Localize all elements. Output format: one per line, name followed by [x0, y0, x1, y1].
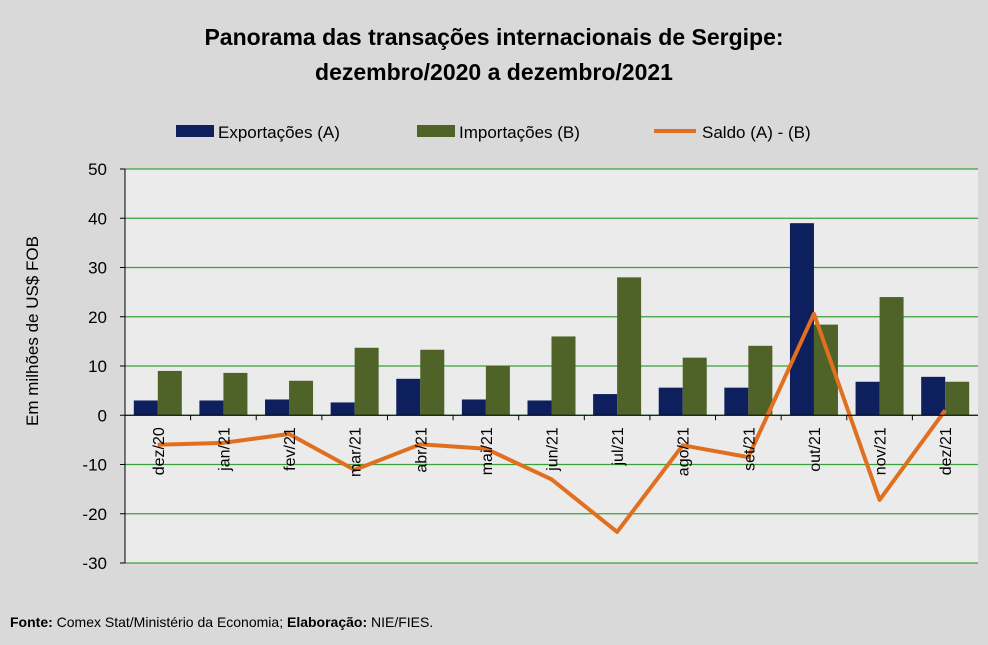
- bar-importacoes: [879, 297, 904, 416]
- bar-importacoes: [748, 345, 773, 416]
- line-saldo: [157, 311, 947, 534]
- y-tick-label: 50: [88, 160, 107, 179]
- legend-label: Exportações (A): [218, 123, 340, 142]
- bar-importacoes: [354, 347, 379, 416]
- bar-exportacoes: [593, 394, 618, 416]
- x-tick-label: jun/21: [545, 427, 562, 472]
- x-tick-label: jul/21: [610, 427, 627, 466]
- x-tick-label: set/21: [741, 427, 758, 471]
- y-tick-label: 30: [88, 259, 107, 278]
- bar-importacoes: [682, 357, 707, 416]
- bar-importacoes: [420, 349, 445, 416]
- bar-exportacoes: [724, 387, 749, 416]
- x-tick-label: dez/20: [151, 427, 168, 475]
- y-axis: 50 40 30 20 10 0 -10 -20 -30: [82, 160, 126, 573]
- bar-importacoes: [157, 370, 182, 416]
- bar-exportacoes: [658, 387, 683, 416]
- bar-importacoes: [617, 277, 642, 416]
- x-axis: dez/20 jan/21 fev/21 mar/21 abr/21 mai/21 jun/…: [124, 414, 978, 477]
- legend-swatch: [417, 125, 455, 137]
- source-text: Comex Stat/Ministério da Economia;: [52, 614, 287, 630]
- saldo-line: [157, 311, 947, 534]
- x-tick-label: mar/21: [348, 427, 365, 477]
- legend-label: Importações (B): [459, 123, 580, 142]
- x-tick-label: out/21: [807, 427, 824, 472]
- y-tick-label: 0: [98, 406, 107, 425]
- bar-exportacoes: [921, 376, 946, 416]
- bar-importacoes: [551, 336, 576, 416]
- chart-title-line1: Panorama das transações internacionais d…: [204, 24, 783, 50]
- y-axis-label: Em milhões de US$ FOB: [23, 236, 42, 426]
- source-note: Fonte: Comex Stat/Ministério da Economia…: [10, 614, 433, 630]
- legend-label: Saldo (A) - (B): [702, 123, 811, 142]
- elaboration-text: NIE/FIES.: [367, 614, 434, 630]
- x-tick-label: dez/21: [938, 427, 955, 475]
- bar-importacoes: [945, 381, 970, 416]
- legend-swatch: [176, 125, 214, 137]
- bar-exportacoes: [527, 400, 552, 416]
- y-tick-label: -20: [82, 505, 107, 524]
- y-tick-label: -30: [82, 554, 107, 573]
- bar-importacoes: [289, 380, 314, 416]
- source-label: Fonte:: [10, 614, 53, 630]
- y-tick-label: 10: [88, 357, 107, 376]
- x-tick-label: nov/21: [873, 427, 890, 475]
- bar-importacoes: [223, 372, 248, 416]
- bars: [133, 223, 970, 416]
- bar-exportacoes: [396, 378, 421, 416]
- bar-exportacoes: [265, 399, 290, 416]
- x-tick-label: ago/21: [676, 427, 693, 476]
- bar-exportacoes: [855, 381, 880, 416]
- x-tick-label: fev/21: [282, 427, 299, 471]
- y-tick-label: 40: [88, 209, 107, 228]
- bar-importacoes: [485, 366, 510, 416]
- x-tick-label: abr/21: [413, 427, 430, 472]
- y-tick-label: 20: [88, 308, 107, 327]
- legend: Exportações (A) Importações (B) Saldo (A) …: [176, 123, 811, 142]
- chart-title-line2: dezembro/2020 a dezembro/2021: [315, 59, 673, 85]
- bar-exportacoes: [199, 400, 224, 416]
- bar-exportacoes: [461, 399, 486, 416]
- bar-exportacoes: [330, 402, 355, 416]
- x-tick-label: mai/21: [479, 427, 496, 475]
- x-tick-label: jan/21: [216, 427, 233, 472]
- bar-exportacoes: [133, 400, 158, 416]
- y-tick-label: -10: [82, 456, 107, 475]
- elaboration-label: Elaboração:: [286, 614, 368, 630]
